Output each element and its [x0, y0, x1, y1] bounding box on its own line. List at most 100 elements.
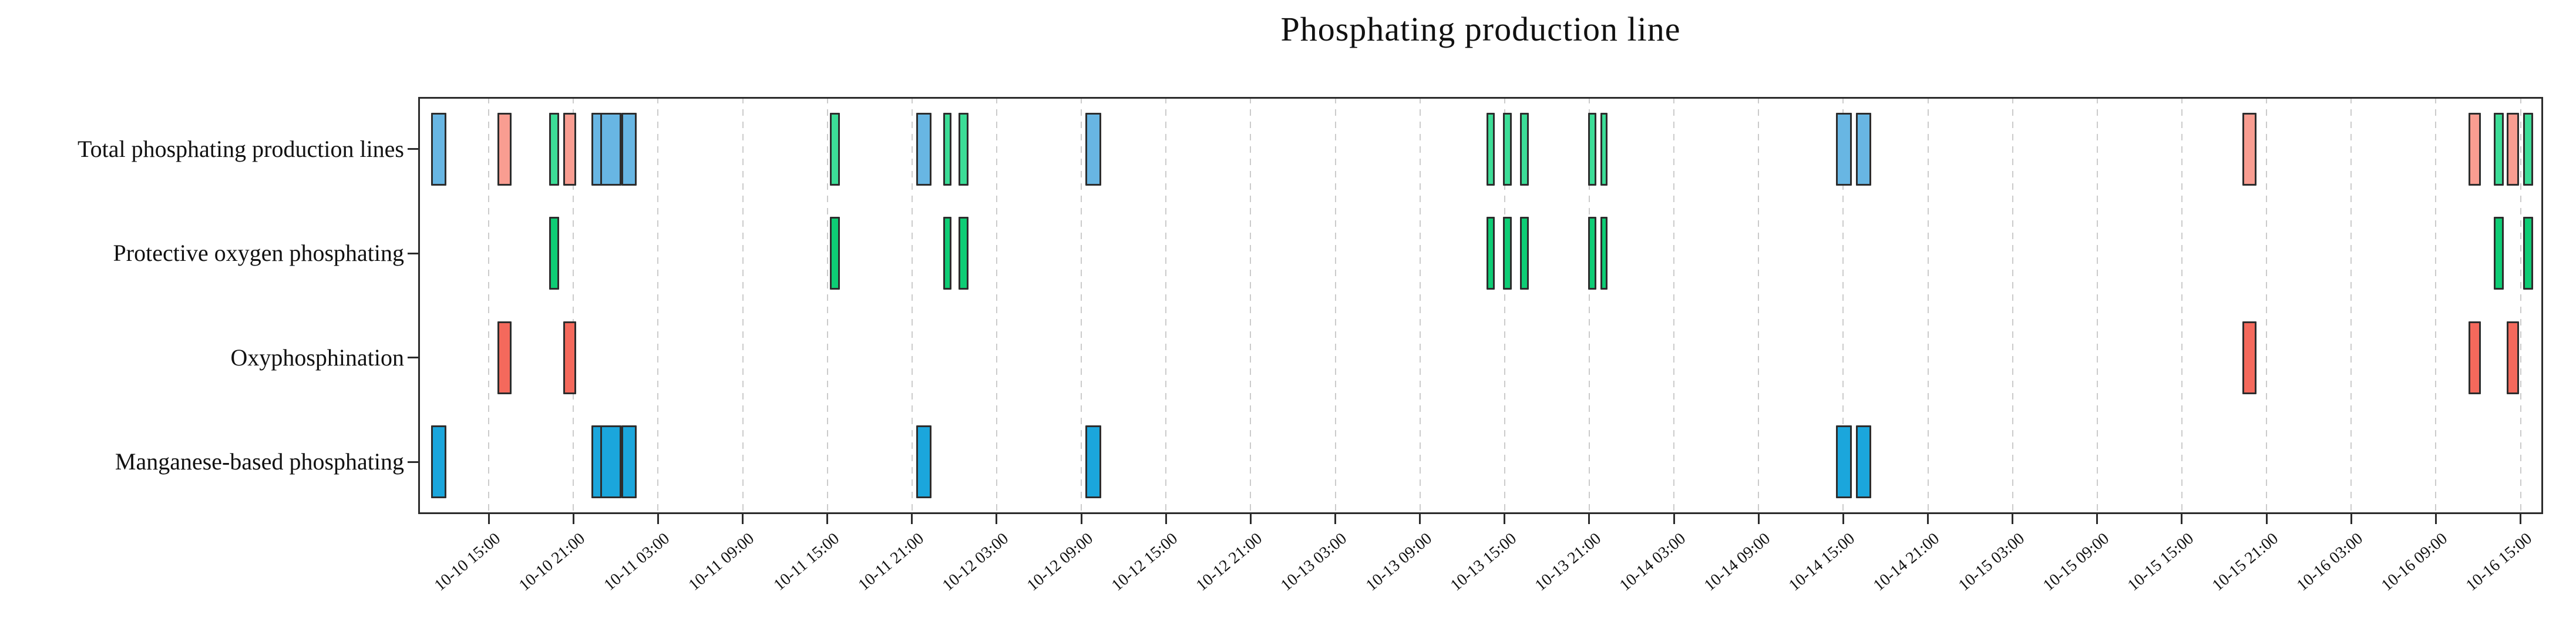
- gantt-bar-total-protective: [1503, 112, 1512, 186]
- gantt-bar-total-protective: [959, 112, 968, 186]
- gridline: [1081, 97, 1082, 514]
- x-tick-label-text: 10-12 03:00: [939, 529, 1012, 595]
- gridline: [1165, 97, 1167, 514]
- x-tick-label-text: 10-16 03:00: [2293, 529, 2367, 595]
- gridline: [2435, 97, 2437, 514]
- x-tick-label-text: 10-16 15:00: [2463, 529, 2536, 595]
- gantt-bar-total-oxyphosphination: [2506, 112, 2520, 186]
- gridline: [573, 97, 574, 514]
- gridline: [1419, 97, 1421, 514]
- gridline: [1250, 97, 1252, 514]
- gridline: [2266, 97, 2268, 514]
- x-tick-mark: [1334, 514, 1337, 524]
- x-tick-mark: [572, 514, 574, 524]
- gridline: [911, 97, 913, 514]
- x-tick-label-text: 10-12 15:00: [1108, 529, 1182, 595]
- x-tick-mark: [1504, 514, 1506, 524]
- gantt-bar-protective: [1600, 217, 1608, 290]
- gantt-bar-protective: [959, 217, 968, 290]
- gantt-bar-total-manganese: [916, 112, 932, 186]
- gantt-bar-protective: [549, 217, 560, 290]
- gantt-bar-total-manganese: [1085, 112, 1101, 186]
- gridline: [2520, 97, 2521, 514]
- gridline: [488, 97, 490, 514]
- gantt-bar-total-oxyphosphination: [2468, 112, 2481, 186]
- gantt-bar-protective: [1503, 217, 1512, 290]
- x-tick-mark: [1842, 514, 1844, 524]
- x-tick-mark: [2265, 514, 2268, 524]
- x-tick-label-text: 10-13 03:00: [1277, 529, 1351, 595]
- gantt-bar-total-manganese: [1856, 112, 1872, 186]
- gantt-bar-total-protective: [1600, 112, 1608, 186]
- x-tick-label-text: 10-10 15:00: [431, 529, 505, 595]
- gridline: [2181, 97, 2182, 514]
- gridline: [996, 97, 997, 514]
- gridline: [1334, 97, 1336, 514]
- x-tick-label-text: 10-11 09:00: [685, 529, 758, 595]
- gantt-bar-total-protective: [1520, 112, 1529, 186]
- x-tick-mark: [1080, 514, 1082, 524]
- y-tick-mark: [408, 357, 418, 359]
- gantt-bar-manganese: [431, 425, 447, 499]
- x-tick-mark: [2520, 514, 2522, 524]
- x-tick-mark: [1757, 514, 1760, 524]
- gantt-bar-oxyphosphination: [2468, 321, 2481, 394]
- x-tick-label-text: 10-13 15:00: [1447, 529, 1520, 595]
- x-tick-mark: [487, 514, 490, 524]
- y-tick-mark: [408, 461, 418, 463]
- gantt-bar-manganese: [1856, 425, 1872, 499]
- x-tick-mark: [1927, 514, 1929, 524]
- gantt-bar-total-manganese: [600, 112, 621, 186]
- x-tick-mark: [2012, 514, 2014, 524]
- plot-border: [418, 97, 2543, 514]
- gridline: [826, 97, 828, 514]
- gantt-bar-manganese: [916, 425, 932, 499]
- gantt-bar-total-manganese: [431, 112, 447, 186]
- gantt-bar-total-manganese: [1836, 112, 1852, 186]
- x-tick-label-text: 10-11 03:00: [600, 529, 674, 595]
- gantt-bar-total-manganese: [621, 112, 637, 186]
- gantt-bar-total-oxyphosphination: [2242, 112, 2257, 186]
- x-tick-mark: [911, 514, 913, 524]
- x-tick-mark: [1419, 514, 1421, 524]
- gantt-bar-protective: [830, 217, 840, 290]
- x-tick-label-text: 10-13 21:00: [1531, 529, 1605, 595]
- x-tick-mark: [1165, 514, 1167, 524]
- row-label-manganese: Manganese-based phosphating: [115, 448, 404, 475]
- gridline: [1758, 97, 1760, 514]
- gantt-bar-protective: [2523, 217, 2534, 290]
- gantt-bar-manganese: [1836, 425, 1852, 499]
- x-tick-label-text: 10-12 09:00: [1023, 529, 1097, 595]
- gridline: [657, 97, 659, 514]
- x-tick-label-text: 10-15 21:00: [2208, 529, 2282, 595]
- x-tick-mark: [1249, 514, 1252, 524]
- gantt-bar-total-protective: [549, 112, 560, 186]
- y-tick-mark: [408, 148, 418, 150]
- gantt-bar-total-protective: [1588, 112, 1596, 186]
- gantt-bar-protective: [1588, 217, 1596, 290]
- x-tick-mark: [2181, 514, 2183, 524]
- gantt-bar-total-protective: [943, 112, 952, 186]
- gridline: [1588, 97, 1590, 514]
- x-tick-label-text: 10-16 09:00: [2378, 529, 2451, 595]
- gridline: [2012, 97, 2013, 514]
- x-tick-mark: [996, 514, 998, 524]
- gantt-bar-total-protective: [1486, 112, 1495, 186]
- gantt-bar-manganese: [600, 425, 621, 499]
- gantt-bar-total-oxyphosphination: [563, 112, 577, 186]
- y-tick-mark: [408, 252, 418, 254]
- gantt-bar-oxyphosphination: [497, 321, 512, 394]
- x-tick-label-text: 10-15 15:00: [2124, 529, 2197, 595]
- x-tick-mark: [2350, 514, 2352, 524]
- gridline: [2350, 97, 2352, 514]
- x-tick-label-text: 10-15 09:00: [2039, 529, 2113, 595]
- x-tick-mark: [1673, 514, 1675, 524]
- gantt-bar-manganese: [1085, 425, 1101, 499]
- x-tick-label-text: 10-11 21:00: [855, 529, 927, 595]
- gantt-bar-oxyphosphination: [2242, 321, 2257, 394]
- gantt-bar-total-protective: [830, 112, 840, 186]
- gridline: [1673, 97, 1675, 514]
- x-tick-mark: [742, 514, 744, 524]
- x-tick-label-text: 10-14 21:00: [1870, 529, 1943, 595]
